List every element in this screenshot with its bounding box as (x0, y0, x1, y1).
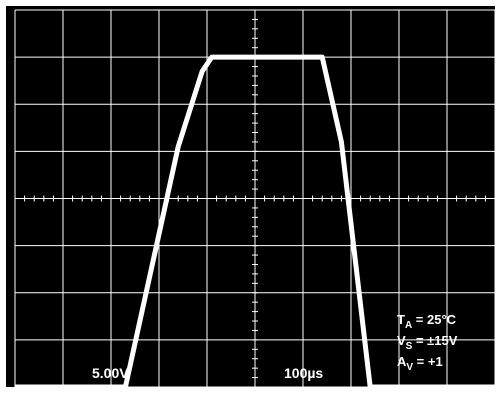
condition-vs-sub: S (406, 341, 413, 352)
condition-vs-rest: = ±15V (412, 333, 457, 348)
time-per-div-label: 100µs (284, 365, 323, 381)
condition-ta-main: T (397, 312, 405, 327)
volts-per-div-label: 5.00V (92, 365, 129, 381)
condition-ta-rest: = 25°C (412, 312, 456, 327)
condition-av-sub: V (406, 362, 413, 373)
graticule-ticks (14, 9, 486, 379)
condition-av: AV = +1 (397, 354, 443, 373)
condition-vs: VS = ±15V (397, 333, 458, 352)
condition-ta: TA = 25°C (397, 312, 457, 331)
condition-av-main: A (397, 354, 407, 369)
screen-background (6, 6, 495, 387)
waveform-trace (15, 54, 495, 390)
condition-vs-main: V (397, 333, 406, 348)
condition-ta-sub: A (405, 320, 412, 331)
condition-av-rest: = +1 (413, 354, 443, 369)
